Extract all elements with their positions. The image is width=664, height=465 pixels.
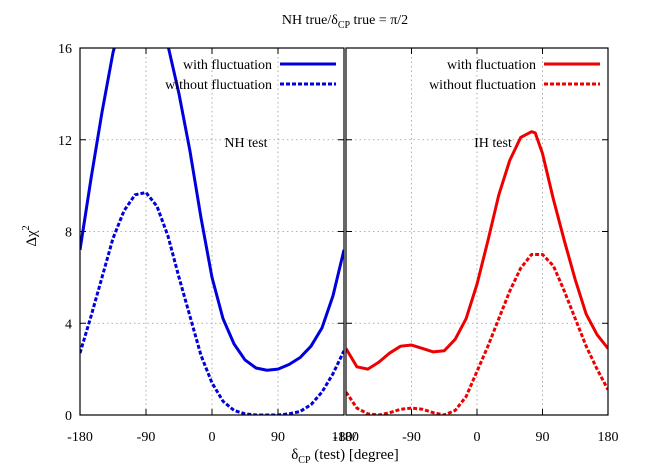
y-tick-label: 12 [58,134,72,149]
x-tick-label: -90 [137,430,156,445]
y-tick-label: 16 [58,42,72,57]
legend-label: with fluctuation [183,58,272,73]
plot-frame [345,47,609,416]
series-line-without-fluctuation [80,191,344,415]
y-tick-label: 0 [65,409,72,424]
x-tick-label: 0 [209,430,216,445]
y-tick-label: 4 [65,317,72,332]
x-tick-label: 90 [271,430,285,445]
panel-label: IH test [474,136,512,151]
nh-test-panel: -180 -90 0 90 180/0 4 8 12 16 with fluctuation wit… [58,42,357,445]
ih-test-panel: -180 -90 0 90 180 with fluctuation without flu… [333,47,619,445]
series-line-without-fluctuation [346,252,608,415]
chart-title: NH true/δCP true = π/2 [282,13,408,31]
x-tick-label: 180 [598,430,619,445]
y-tick-label: 8 [65,226,72,241]
legend-label: without fluctuation [165,78,272,93]
series-line-with-fluctuation [346,130,608,371]
panel-label: NH test [224,136,267,151]
plot-frame [79,47,345,416]
x-tick-label: 180/ [332,430,357,445]
legend-label: with fluctuation [447,58,536,73]
x-axis-title: δCP (test) [degree] [291,447,399,465]
x-tick-label: -180 [67,430,93,445]
series-line-with-fluctuation [80,48,344,372]
x-tick-label: -90 [402,430,421,445]
x-tick-label: 0 [474,430,481,445]
legend-label: without fluctuation [429,78,536,93]
y-axis-title: Δχ2 [21,225,40,246]
x-tick-label: 90 [536,430,550,445]
x-tick-label: -180 [333,430,359,445]
